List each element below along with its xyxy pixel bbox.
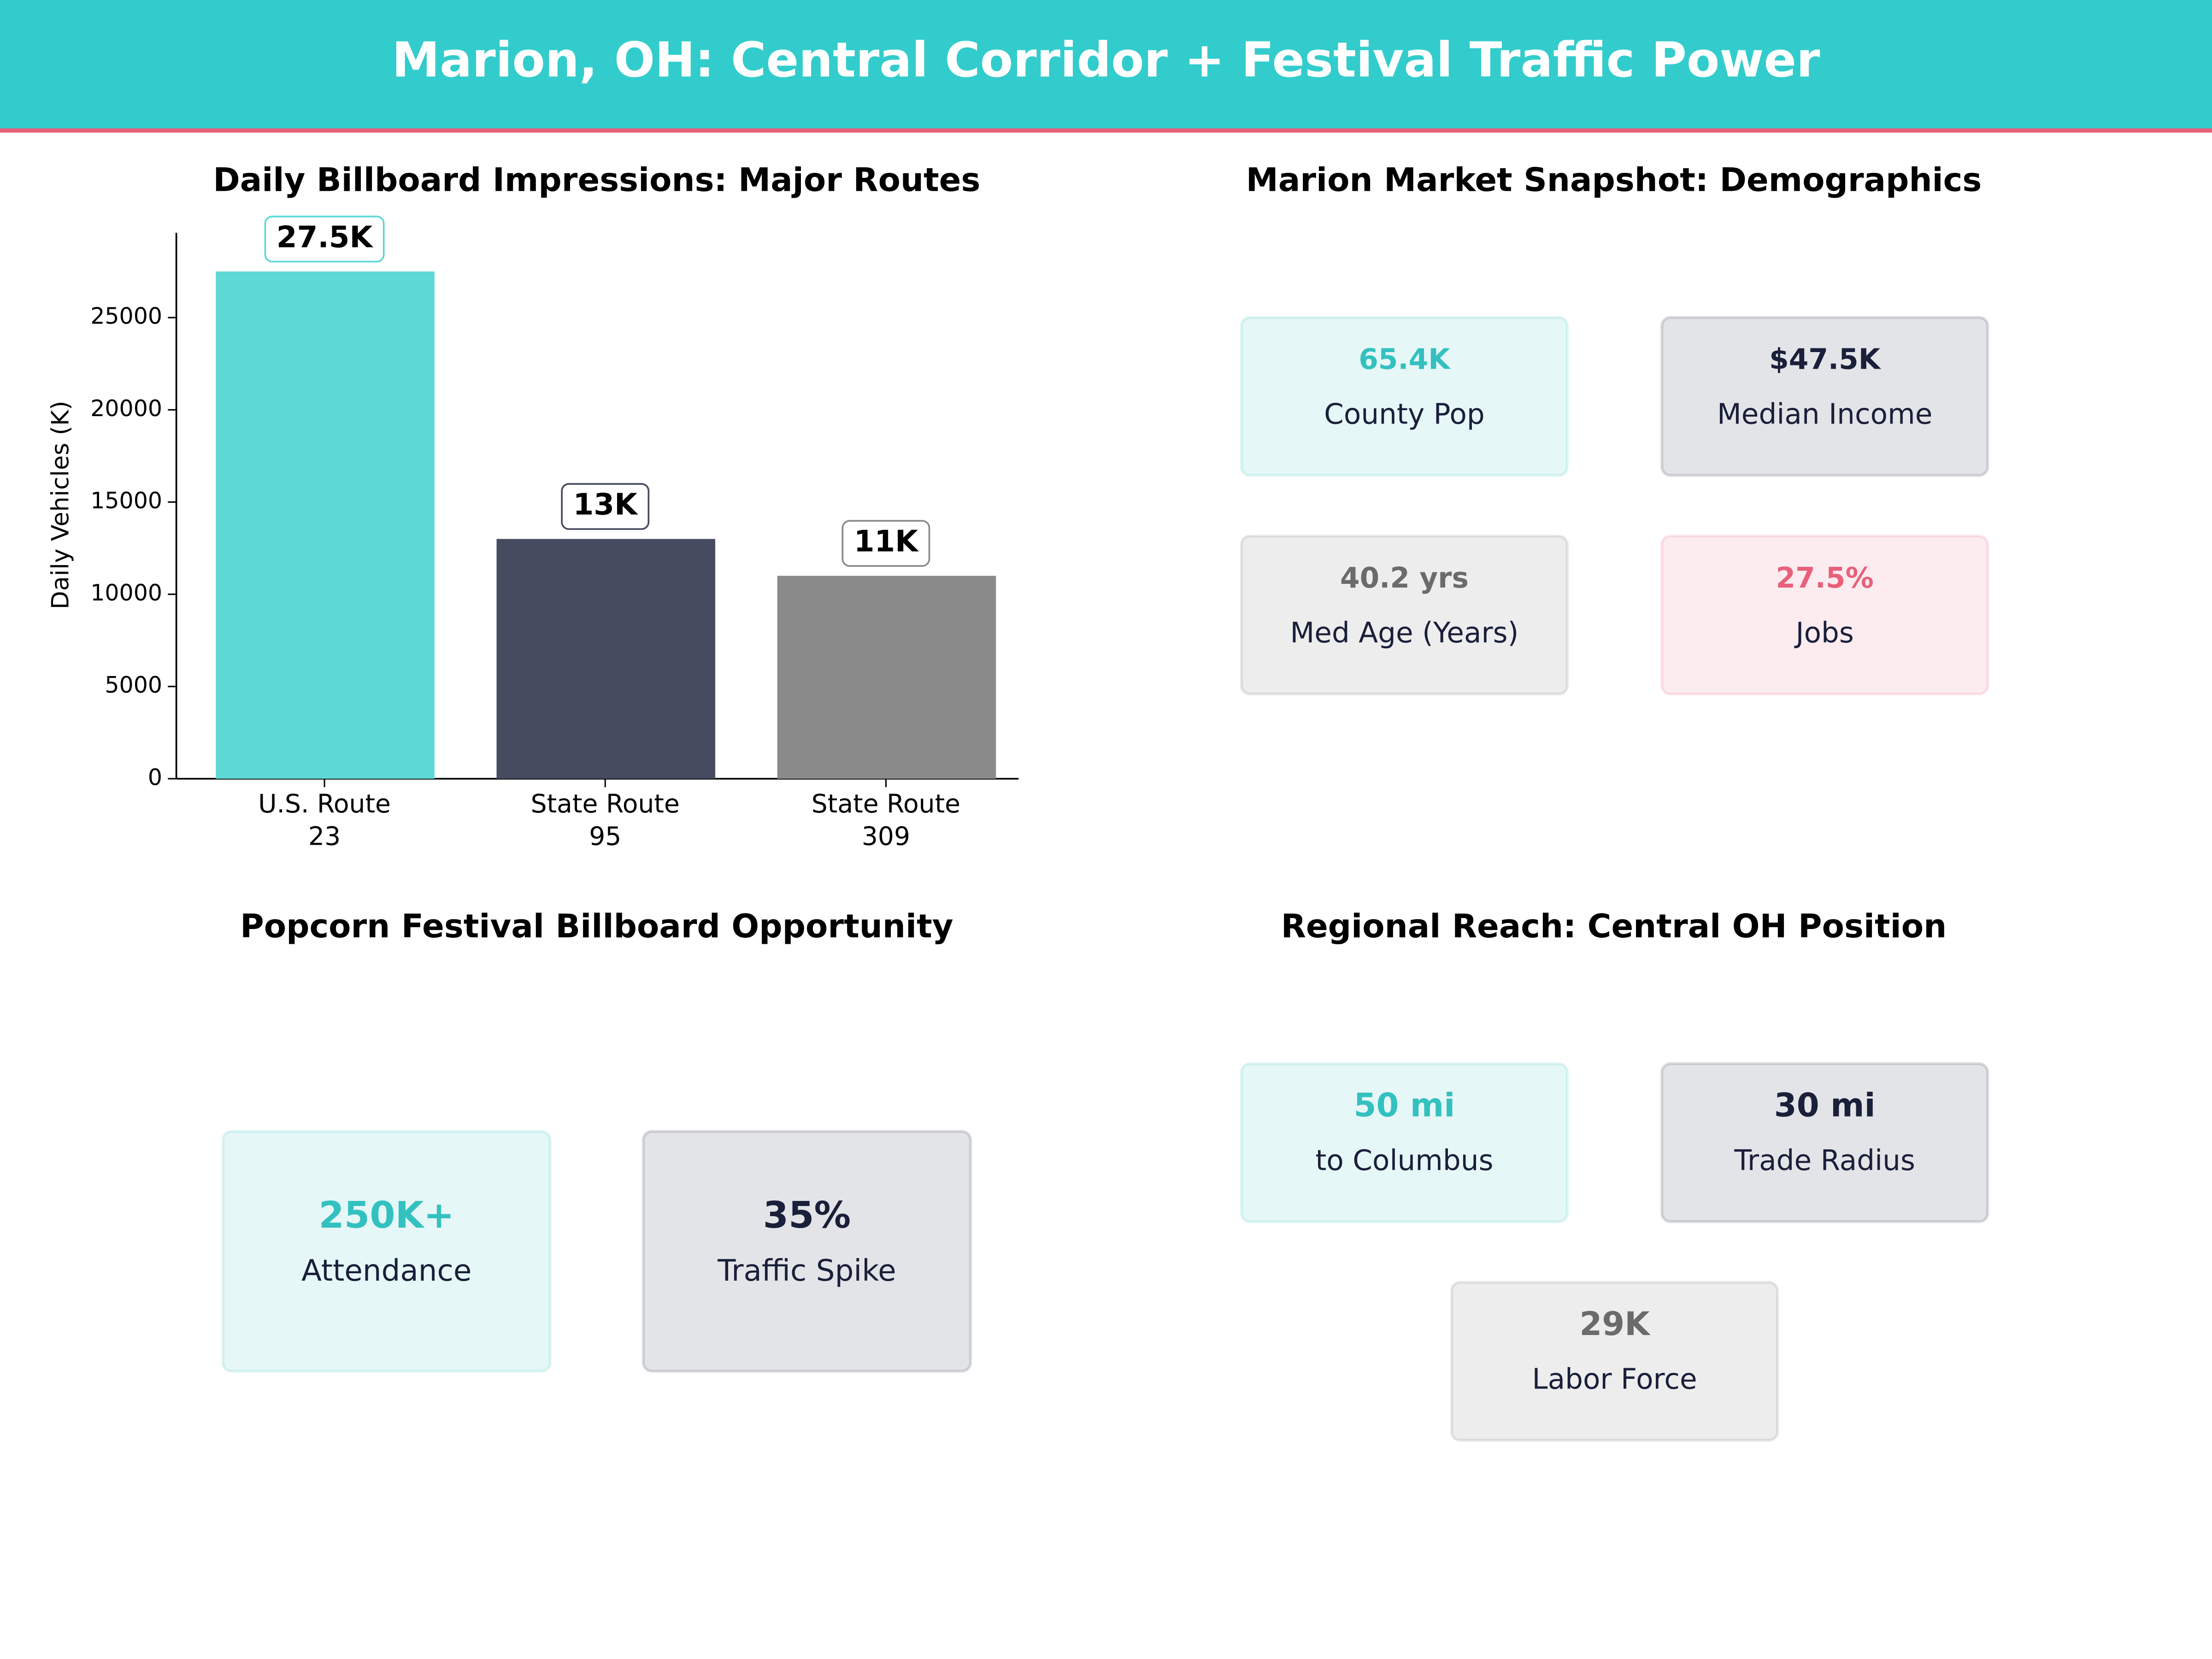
header-bar	[0, 0, 2212, 130]
kpi-card	[1660, 316, 1989, 477]
kpi-value: 29K	[1579, 1305, 1651, 1343]
kpi-card	[1240, 1062, 1569, 1224]
x-tick-label: State Route 95	[531, 789, 680, 851]
kpi-value: 27.5%	[1776, 562, 1873, 594]
kpi-label: Med Age (Years)	[1290, 617, 1518, 649]
kpi-value: 50 mi	[1353, 1087, 1455, 1124]
kpi-value: 35%	[763, 1194, 851, 1236]
x-tick-label: U.S. Route 23	[258, 789, 391, 851]
y-axis-label: Daily Vehicles (K)	[47, 401, 75, 610]
header-rule	[0, 128, 2212, 133]
kpi-card	[221, 1130, 552, 1373]
bar	[496, 539, 716, 779]
kpi-value: 250K+	[319, 1194, 454, 1236]
y-tick-label: 10000	[90, 580, 162, 606]
kpi-label: Labor Force	[1532, 1363, 1697, 1396]
y-tick-label: 20000	[90, 395, 162, 422]
y-tick-label: 5000	[105, 672, 162, 698]
panel-title: Regional Reach: Central OH Position	[1281, 907, 1947, 945]
x-tick-label: State Route 309	[812, 789, 960, 851]
value-label: 11K	[854, 524, 919, 559]
value-label-box	[561, 483, 650, 530]
y-tick-label: 0	[148, 764, 162, 790]
kpi-label: to Columbus	[1315, 1144, 1493, 1177]
kpi-value: 65.4K	[1359, 343, 1451, 376]
x-tick-label-line: State Route	[812, 789, 960, 818]
bar	[216, 271, 435, 779]
kpi-label: County Pop	[1324, 398, 1485, 431]
chart-title: Daily Billboard Impressions: Major Route…	[213, 161, 980, 199]
page-title: Marion, OH: Central Corridor + Festival …	[392, 32, 1821, 88]
y-tick-label: 25000	[90, 303, 162, 329]
kpi-card	[1240, 316, 1569, 477]
kpi-value: 30 mi	[1774, 1087, 1876, 1124]
panel-title: Popcorn Festival Billboard Opportunity	[240, 907, 953, 945]
kpi-card	[1240, 535, 1569, 696]
x-tick-label-line: U.S. Route	[258, 789, 391, 818]
y-tick-label: 15000	[90, 488, 162, 514]
x-tick-label-line: 23	[308, 821, 341, 851]
panel-title: Marion Market Snapshot: Demographics	[1246, 161, 1982, 199]
kpi-label: Attendance	[301, 1253, 471, 1288]
kpi-label: Jobs	[1794, 617, 1854, 649]
kpi-card	[641, 1130, 972, 1373]
kpi-card	[1660, 1062, 1989, 1224]
x-tick-label-line: 309	[862, 821, 910, 851]
bar	[777, 576, 996, 779]
kpi-value: 40.2 yrs	[1340, 562, 1469, 594]
kpi-card	[1450, 1281, 1779, 1442]
value-label-box	[264, 215, 385, 263]
kpi-label: Traffic Spike	[717, 1253, 896, 1288]
value-label-box	[841, 520, 930, 567]
value-label: 13K	[573, 488, 638, 522]
kpi-card	[1660, 535, 1989, 696]
kpi-label: Median Income	[1717, 398, 1932, 431]
kpi-value: $47.5K	[1769, 343, 1882, 376]
x-tick-label-line: 95	[589, 821, 621, 851]
kpi-label: Trade Radius	[1734, 1144, 1915, 1177]
x-tick-label-line: State Route	[531, 789, 680, 818]
value-label: 27.5K	[276, 220, 374, 254]
